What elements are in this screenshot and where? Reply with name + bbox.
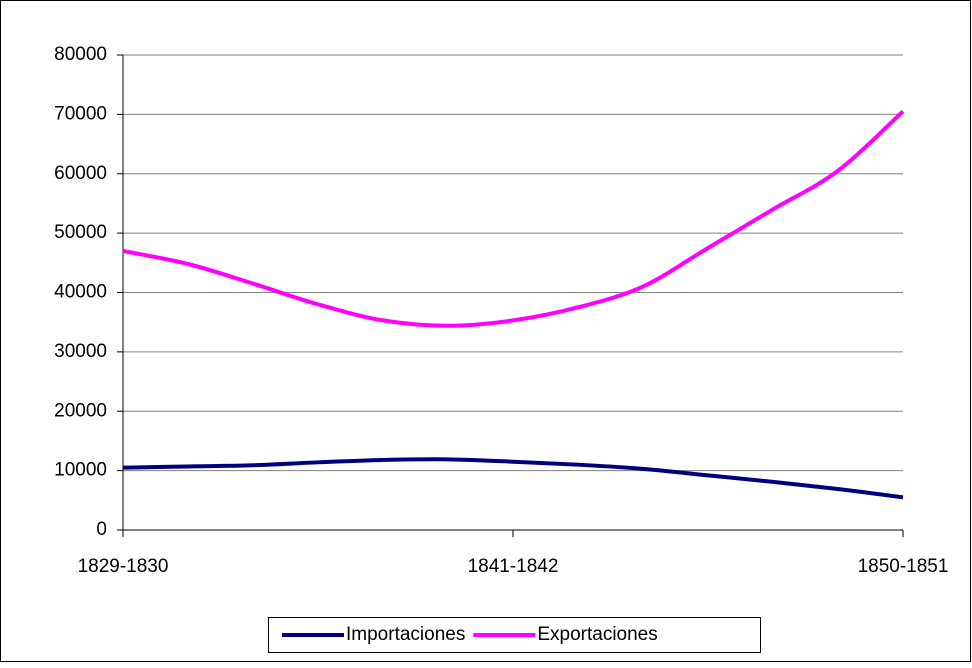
legend-label: Exportaciones [537, 624, 657, 645]
x-tick-label: 1829-1830 [78, 556, 169, 577]
y-tick-label: 30000 [54, 341, 107, 362]
x-tick-label: 1850-1851 [858, 556, 949, 577]
y-tick-label: 50000 [54, 222, 107, 243]
y-tick-label: 80000 [54, 44, 107, 65]
series-line [122, 109, 905, 328]
y-tick-label: 70000 [54, 103, 107, 124]
y-tick-label: 20000 [54, 400, 107, 421]
y-tick-label: 40000 [54, 282, 107, 303]
legend-label: Importaciones [346, 624, 465, 645]
y-tick-label: 60000 [54, 163, 107, 184]
y-tick-label: 0 [96, 519, 107, 540]
y-tick-label: 10000 [54, 460, 107, 481]
x-tick-label: 1841-1842 [468, 556, 559, 577]
series-line [122, 457, 904, 500]
